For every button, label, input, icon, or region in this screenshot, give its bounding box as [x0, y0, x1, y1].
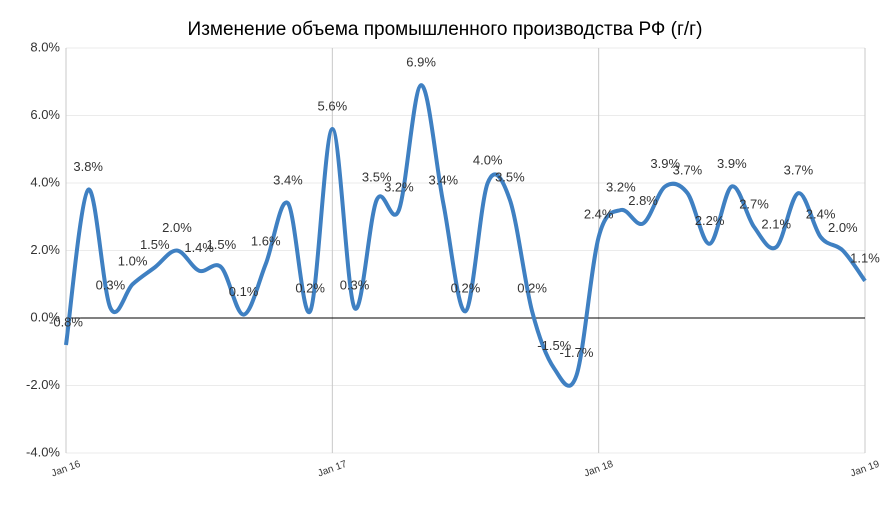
data-label: 3.9%: [650, 156, 680, 171]
y-tick-label: 0.0%: [30, 309, 60, 324]
data-label: 0.1%: [229, 284, 259, 299]
data-label: 1.1%: [850, 250, 880, 265]
data-label: 1.5%: [207, 237, 237, 252]
data-label: 6.9%: [406, 55, 436, 70]
x-tick-label: Jan 16: [50, 459, 82, 480]
data-label: -1.7%: [559, 345, 593, 360]
data-label: 3.5%: [362, 169, 392, 184]
data-label: 0.3%: [96, 277, 126, 292]
data-label: 3.4%: [428, 173, 458, 188]
y-tick-label: -2.0%: [26, 377, 60, 392]
data-label: 3.8%: [73, 159, 103, 174]
data-label: 3.7%: [784, 163, 814, 178]
data-label: 2.7%: [739, 196, 769, 211]
data-label: 0.2%: [517, 281, 547, 296]
data-label: 3.2%: [384, 179, 414, 194]
y-tick-label: 4.0%: [30, 174, 60, 189]
data-label: 2.0%: [162, 220, 192, 235]
line: [64, 83, 867, 388]
y-tick-label: -4.0%: [26, 444, 60, 459]
chart-title: Изменение объема промышленного производс…: [188, 19, 703, 40]
data-label: 2.0%: [828, 220, 858, 235]
data-label: 1.0%: [118, 254, 148, 269]
x-tick-label: Jan 19: [849, 459, 881, 480]
y-tick-label: 2.0%: [30, 242, 60, 257]
y-tick-label: 6.0%: [30, 107, 60, 122]
data-label: 2.8%: [628, 193, 658, 208]
data-label: 2.4%: [806, 206, 836, 221]
data-label: 3.7%: [673, 163, 703, 178]
x-tick-label: Jan 17: [316, 459, 348, 480]
data-label: -0.8%: [49, 314, 83, 329]
data-label: 1.6%: [251, 233, 281, 248]
data-label: 2.2%: [695, 213, 725, 228]
data-label: 5.6%: [318, 98, 348, 113]
y-tick-label: 8.0%: [30, 39, 60, 54]
data-label: -1.5%: [537, 338, 571, 353]
data-label: 1.4%: [184, 240, 214, 255]
data-label: 0.2%: [451, 281, 481, 296]
data-label: 1.5%: [140, 237, 170, 252]
data-label: 3.9%: [717, 156, 747, 171]
data-label: 4.0%: [473, 152, 503, 167]
data-label: 3.2%: [606, 179, 636, 194]
data-label: 3.4%: [273, 173, 303, 188]
data-label: 0.2%: [295, 281, 325, 296]
data-label: 2.4%: [584, 206, 614, 221]
data-label: 3.5%: [495, 169, 525, 184]
x-tick-label: Jan 18: [583, 459, 615, 480]
data-label: 0.3%: [340, 277, 370, 292]
data-label: 2.1%: [761, 217, 791, 232]
